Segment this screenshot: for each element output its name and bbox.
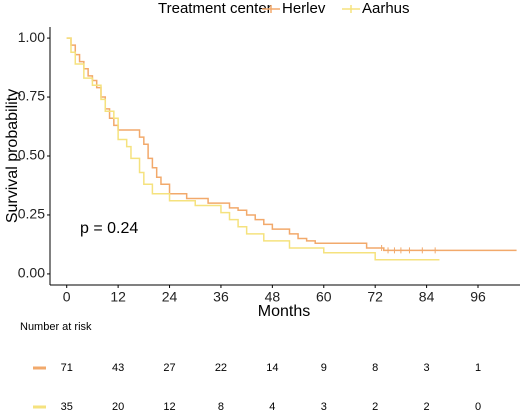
risk-count: 2 bbox=[424, 401, 430, 413]
annotation: p = 0.24 bbox=[80, 220, 138, 237]
y-tick-label: 0.25 bbox=[18, 206, 45, 222]
risk-count: 8 bbox=[372, 362, 378, 374]
risk-count: 27 bbox=[163, 362, 175, 374]
x-tick-label: 72 bbox=[367, 289, 383, 305]
risk-count: 8 bbox=[218, 401, 224, 413]
x-tick-label: 84 bbox=[419, 289, 435, 305]
x-tick-label: 36 bbox=[213, 289, 229, 305]
legend-label: Herlev bbox=[282, 0, 326, 17]
risk-count: 9 bbox=[321, 362, 327, 374]
x-tick-label: 60 bbox=[316, 289, 332, 305]
survival-curve bbox=[66, 37, 517, 252]
risk-count: 20 bbox=[112, 401, 124, 413]
censor-mark bbox=[419, 247, 426, 254]
risk-count: 71 bbox=[61, 362, 73, 374]
risk-count: 4 bbox=[269, 401, 275, 413]
y-tick-label: 0.75 bbox=[18, 88, 45, 104]
risk-count: 22 bbox=[215, 362, 227, 374]
survival-curve bbox=[66, 37, 440, 261]
risk-table-title: Number at risk bbox=[20, 321, 92, 333]
y-tick-label: 0.00 bbox=[18, 265, 45, 281]
x-tick-label: 12 bbox=[110, 289, 126, 305]
legend-label: Aarhus bbox=[362, 0, 410, 17]
x-axis-label: Months bbox=[258, 303, 310, 320]
x-tick-label: 0 bbox=[63, 289, 71, 305]
y-tick-label: 0.50 bbox=[18, 147, 45, 163]
censor-mark bbox=[397, 247, 404, 254]
x-tick-label: 24 bbox=[162, 289, 178, 305]
risk-count: 2 bbox=[372, 401, 378, 413]
risk-count: 14 bbox=[266, 362, 278, 374]
legend-title: Treatment center bbox=[158, 0, 272, 17]
risk-count: 3 bbox=[424, 362, 430, 374]
risk-count: 3 bbox=[321, 401, 327, 413]
x-tick-label: 96 bbox=[470, 289, 486, 305]
censor-mark bbox=[432, 247, 439, 254]
risk-count: 35 bbox=[61, 401, 73, 413]
risk-count: 43 bbox=[112, 362, 124, 374]
censor-mark bbox=[406, 247, 413, 254]
censor-mark bbox=[378, 244, 385, 251]
y-axis-label: Survival probability bbox=[4, 89, 21, 223]
censor-mark bbox=[385, 247, 392, 254]
x-tick-label: 48 bbox=[265, 289, 281, 305]
censor-mark bbox=[391, 247, 398, 254]
y-tick-label: 1.00 bbox=[18, 29, 45, 45]
risk-count: 1 bbox=[475, 362, 481, 374]
risk-count: 12 bbox=[163, 401, 175, 413]
risk-count: 0 bbox=[475, 401, 481, 413]
